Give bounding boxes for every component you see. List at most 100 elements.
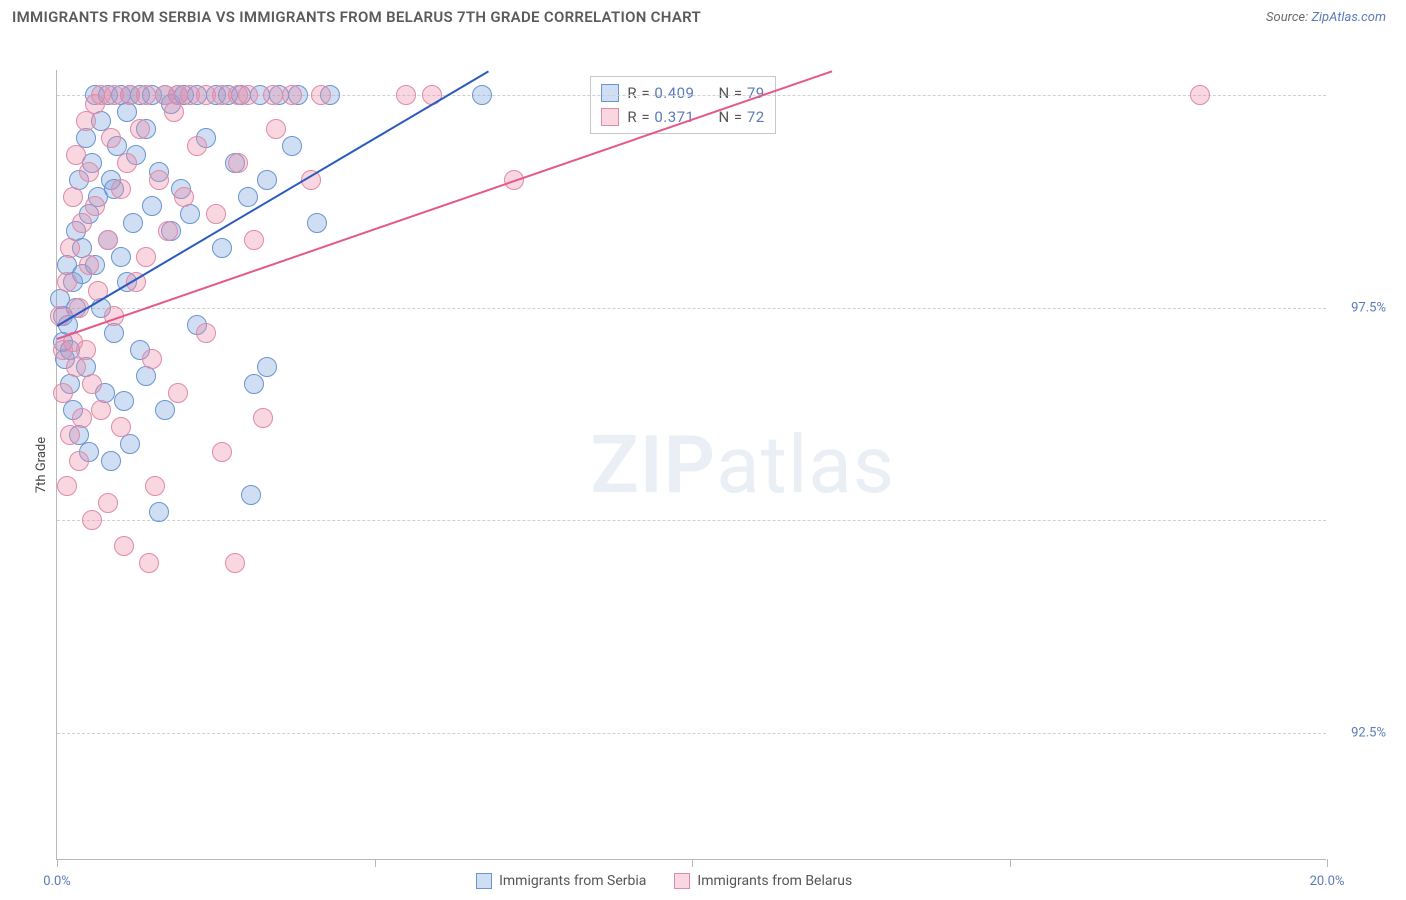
scatter-point	[206, 204, 226, 224]
scatter-point	[136, 366, 156, 386]
x-tick-label: 0.0%	[43, 874, 71, 889]
scatter-point	[117, 102, 137, 122]
gridline-h	[57, 308, 1326, 309]
scatter-point	[111, 417, 131, 437]
x-tick	[692, 859, 693, 867]
scatter-point	[168, 383, 188, 403]
correlation-legend: R = 0.409N = 79R = 0.371N = 72	[590, 76, 775, 134]
plot-area: ZIPatlas R = 0.409N = 79R = 0.371N = 72 …	[56, 70, 1326, 860]
scatter-point	[241, 485, 261, 505]
y-axis-title: 7th Grade	[34, 437, 49, 493]
scatter-point	[98, 230, 118, 250]
scatter-point	[72, 213, 92, 233]
legend-swatch	[601, 84, 619, 102]
scatter-point	[244, 374, 264, 394]
scatter-point	[142, 196, 162, 216]
scatter-point	[228, 153, 248, 173]
scatter-point	[149, 502, 169, 522]
scatter-point	[101, 128, 121, 148]
series-legend: Immigrants from Serbia Immigrants from Be…	[476, 873, 852, 889]
scatter-point	[136, 85, 156, 105]
x-tick	[1010, 859, 1011, 867]
scatter-point	[282, 85, 302, 105]
chart-source: Source: ZipAtlas.com	[1266, 10, 1386, 25]
watermark-atlas: atlas	[716, 418, 895, 512]
series-legend-item: Immigrants from Belarus	[674, 873, 852, 889]
scatter-point	[244, 230, 264, 250]
gridline-h	[57, 733, 1326, 734]
scatter-point	[82, 510, 102, 530]
x-tick-label: 20.0%	[1310, 874, 1345, 889]
scatter-point	[117, 153, 137, 173]
scatter-point	[311, 85, 331, 105]
scatter-point	[57, 476, 77, 496]
source-prefix: Source:	[1266, 10, 1311, 25]
scatter-point	[196, 323, 216, 343]
scatter-point	[57, 272, 77, 292]
scatter-point	[472, 85, 492, 105]
scatter-point	[225, 553, 245, 573]
series-name: Immigrants from Serbia	[499, 873, 646, 889]
y-tick-label: 97.5%	[1351, 300, 1386, 315]
scatter-point	[91, 400, 111, 420]
scatter-point	[257, 357, 277, 377]
scatter-point	[66, 145, 86, 165]
scatter-point	[72, 408, 92, 428]
scatter-point	[212, 238, 232, 258]
scatter-point	[111, 179, 131, 199]
scatter-point	[130, 119, 150, 139]
legend-r-label: R = 0.409	[627, 81, 694, 105]
scatter-point	[212, 442, 232, 462]
scatter-point	[114, 391, 134, 411]
scatter-point	[60, 425, 80, 445]
scatter-point	[136, 247, 156, 267]
gridline-h	[57, 520, 1326, 521]
scatter-point	[66, 357, 86, 377]
scatter-point	[164, 102, 184, 122]
series-legend-item: Immigrants from Serbia	[476, 873, 646, 889]
scatter-point	[257, 170, 277, 190]
scatter-point	[139, 553, 159, 573]
scatter-point	[114, 536, 134, 556]
chart-title: IMMIGRANTS FROM SERBIA VS IMMIGRANTS FRO…	[12, 8, 701, 26]
scatter-point	[76, 111, 96, 131]
series-name: Immigrants from Belarus	[697, 873, 852, 889]
scatter-point	[180, 204, 200, 224]
x-tick	[57, 859, 58, 867]
scatter-point	[76, 340, 96, 360]
series-swatch	[476, 873, 492, 889]
x-tick	[1327, 859, 1328, 867]
scatter-point	[145, 476, 165, 496]
scatter-point	[282, 136, 302, 156]
scatter-point	[111, 247, 131, 267]
legend-row: R = 0.371N = 72	[601, 105, 764, 129]
scatter-point	[238, 187, 258, 207]
scatter-point	[142, 349, 162, 369]
scatter-point	[155, 400, 175, 420]
scatter-point	[253, 408, 273, 428]
scatter-point	[79, 255, 99, 275]
scatter-point	[266, 119, 286, 139]
scatter-point	[63, 187, 83, 207]
watermark-zip: ZIP	[590, 418, 716, 512]
scatter-point	[263, 85, 283, 105]
scatter-point	[53, 383, 73, 403]
watermark: ZIPatlas	[590, 418, 895, 512]
scatter-point	[238, 85, 258, 105]
series-swatch	[674, 873, 690, 889]
scatter-point	[1190, 85, 1210, 105]
chart-wrap: ZIPatlas R = 0.409N = 79R = 0.371N = 72 …	[12, 30, 1394, 900]
scatter-point	[307, 213, 327, 233]
scatter-point	[120, 434, 140, 454]
scatter-point	[69, 451, 89, 471]
y-tick-label: 92.5%	[1351, 725, 1386, 740]
scatter-point	[85, 196, 105, 216]
legend-r-label: R = 0.371	[627, 105, 694, 129]
source-link[interactable]: ZipAtlas.com	[1311, 10, 1386, 25]
scatter-point	[79, 162, 99, 182]
scatter-point	[82, 374, 102, 394]
scatter-point	[101, 451, 121, 471]
scatter-point	[123, 213, 143, 233]
scatter-point	[149, 170, 169, 190]
scatter-point	[98, 493, 118, 513]
